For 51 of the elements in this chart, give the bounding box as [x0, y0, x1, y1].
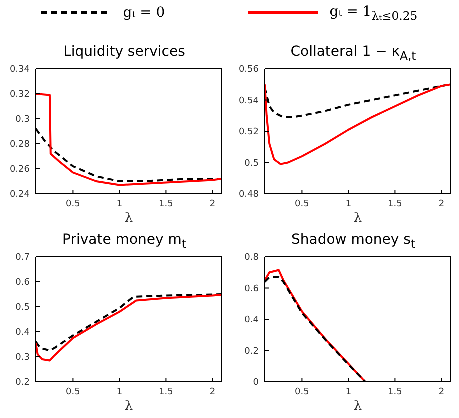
x-tick-label: 1 [346, 387, 352, 398]
y-tick-label: 0.54 [238, 96, 260, 106]
y-tick-label: 0.56 [238, 65, 260, 76]
x-tick-label: 2 [210, 199, 216, 210]
x-tick-label: 1.5 [159, 199, 174, 210]
x-tick-label: 1.5 [388, 199, 402, 210]
y-tick-label: 0.8 [244, 253, 260, 264]
y-tick-label: 0.4 [16, 328, 30, 338]
y-tick-label: 0.26 [10, 165, 30, 176]
y-tick-label: 0 [253, 378, 260, 388]
x-tick-label: 2 [438, 387, 445, 398]
x-tick-label: 0.5 [295, 199, 310, 210]
line-series [36, 93, 222, 186]
y-tick-label: 0.2 [244, 346, 259, 357]
chart-title: Private money m$_{t}$ [62, 232, 188, 252]
x-tick-label: 2 [438, 199, 445, 210]
x-tick-label: 1 [116, 387, 123, 398]
y-tick-label: 0.4 [244, 316, 260, 326]
chart-title: Shadow money s$_{t}$ [290, 232, 416, 252]
y-tick-label: 0.34 [10, 65, 30, 76]
line-series [36, 294, 222, 362]
x-tick-label: 1.5 [388, 387, 402, 398]
x-tick-label: 1 [116, 199, 123, 210]
x-tick-label: 2 [210, 387, 216, 398]
y-tick-label: 0.5 [244, 158, 259, 169]
y-tick-label: 0.32 [10, 90, 30, 100]
x-axis-title: λ [354, 399, 362, 414]
y-tick-label: 0.3 [16, 353, 30, 364]
x-tick-label: 0.5 [66, 387, 80, 398]
chart-title: Collateral 1 − κ$_{A,t}$ [290, 44, 418, 64]
x-tick-label: 0.5 [66, 199, 80, 210]
y-tick-label: 0.2 [16, 378, 30, 388]
legend-label: gₜ = 1$_{λₜ≤0.25}$ [330, 4, 418, 23]
x-tick-label: 1 [346, 199, 352, 210]
y-tick-label: 0.5 [16, 303, 30, 314]
y-tick-label: 0.24 [10, 190, 30, 200]
y-tick-label: 0.48 [238, 190, 260, 200]
x-axis-title: λ [354, 211, 362, 226]
x-axis-title: λ [124, 399, 134, 414]
y-tick-label: 0.3 [16, 115, 30, 126]
y-tick-label: 0.52 [238, 128, 259, 138]
x-axis-title: λ [124, 211, 134, 226]
line-series [265, 84, 451, 166]
chart-title: Liquidity services [62, 44, 186, 62]
x-tick-label: 1.5 [159, 387, 174, 398]
legend-label: gₜ = 0 [123, 5, 166, 22]
y-tick-label: 0.7 [16, 253, 30, 264]
y-tick-label: 0.6 [244, 284, 260, 294]
y-tick-label: 0.6 [16, 278, 30, 288]
x-tick-label: 0.5 [295, 387, 310, 398]
y-tick-label: 0.28 [10, 140, 30, 150]
